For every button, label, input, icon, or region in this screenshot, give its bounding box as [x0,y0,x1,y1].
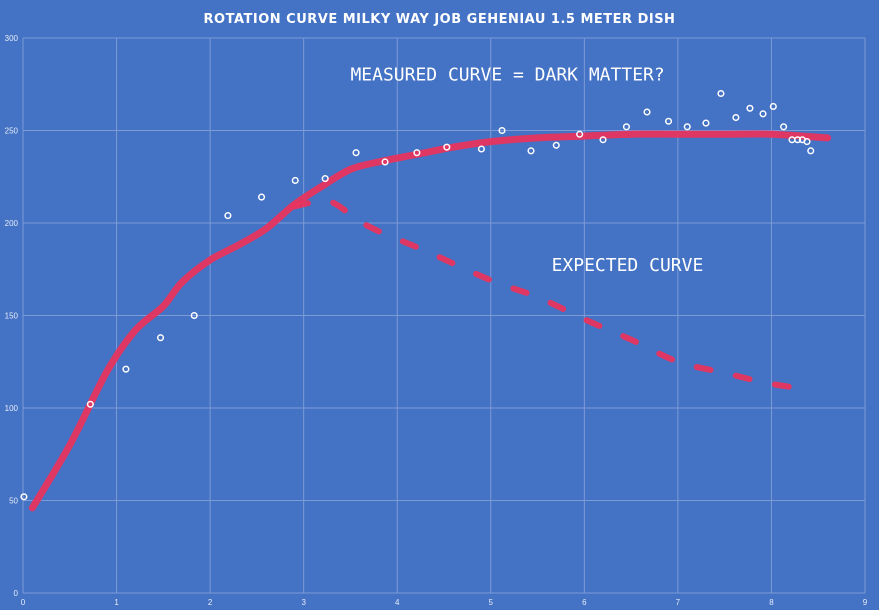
data-point [498,126,506,135]
data-point [86,400,94,408]
data-point [664,117,673,125]
data-point [717,89,725,98]
y-tick-label: 50 [9,497,18,506]
data-point [258,193,266,201]
data-point [683,123,691,131]
data-point [732,114,740,122]
x-tick-label: 8 [769,598,774,607]
data-point [759,110,767,118]
x-tick-label: 9 [863,598,868,607]
data-point [443,143,451,151]
data-point [477,145,485,153]
y-tick-label: 250 [5,127,19,136]
data-point [769,102,777,110]
data-point [352,149,360,157]
x-tick-label: 7 [676,598,681,607]
data-point [321,175,329,183]
data-point [794,136,802,144]
data-point [190,311,198,320]
data-points [20,89,815,501]
y-tick-label: 100 [5,404,19,413]
measured-curve-annotation: MEASURED CURVE = DARK MATTER? [350,65,664,86]
chart-title: ROTATION CURVE MILKY WAY JOB GEHENIAU 1.… [204,12,676,27]
data-point [599,136,607,144]
data-point [780,123,788,131]
data-point [643,108,651,116]
data-point [803,138,811,146]
measured-curve-line [28,130,832,512]
data-point [576,130,584,138]
data-point [702,119,710,127]
expected-curve-line [291,197,798,391]
grid-lines [22,37,866,594]
data-point [224,212,232,220]
tick-labels: 0 1 2 3 4 5 6 7 8 9 0 50 100 150 200 250 300 [5,34,868,607]
x-tick-label: 3 [301,598,306,607]
data-point [381,158,389,166]
data-point [527,147,535,155]
curve-layer [28,130,832,512]
data-point [122,365,130,373]
x-tick-label: 6 [582,598,587,607]
data-point [20,493,28,501]
y-tick-label: 150 [5,312,19,321]
expected-curve-annotation: EXPECTED CURVE [552,255,704,276]
x-tick-label: 2 [208,598,213,607]
y-tick-label: 0 [14,589,19,598]
data-point [413,149,421,157]
data-point [291,176,299,184]
annotations: MEASURED CURVE = DARK MATTER? EXPECTED CU… [350,65,703,277]
x-tick-label: 1 [114,598,119,607]
y-tick-label: 200 [5,219,19,228]
data-point [622,123,630,131]
y-tick-label: 300 [5,34,19,43]
x-tick-label: 0 [21,598,26,607]
data-point [746,104,754,112]
data-point [552,141,560,149]
data-point [156,334,165,342]
x-tick-label: 4 [395,598,400,607]
data-point [807,147,815,155]
x-tick-label: 5 [489,598,494,607]
